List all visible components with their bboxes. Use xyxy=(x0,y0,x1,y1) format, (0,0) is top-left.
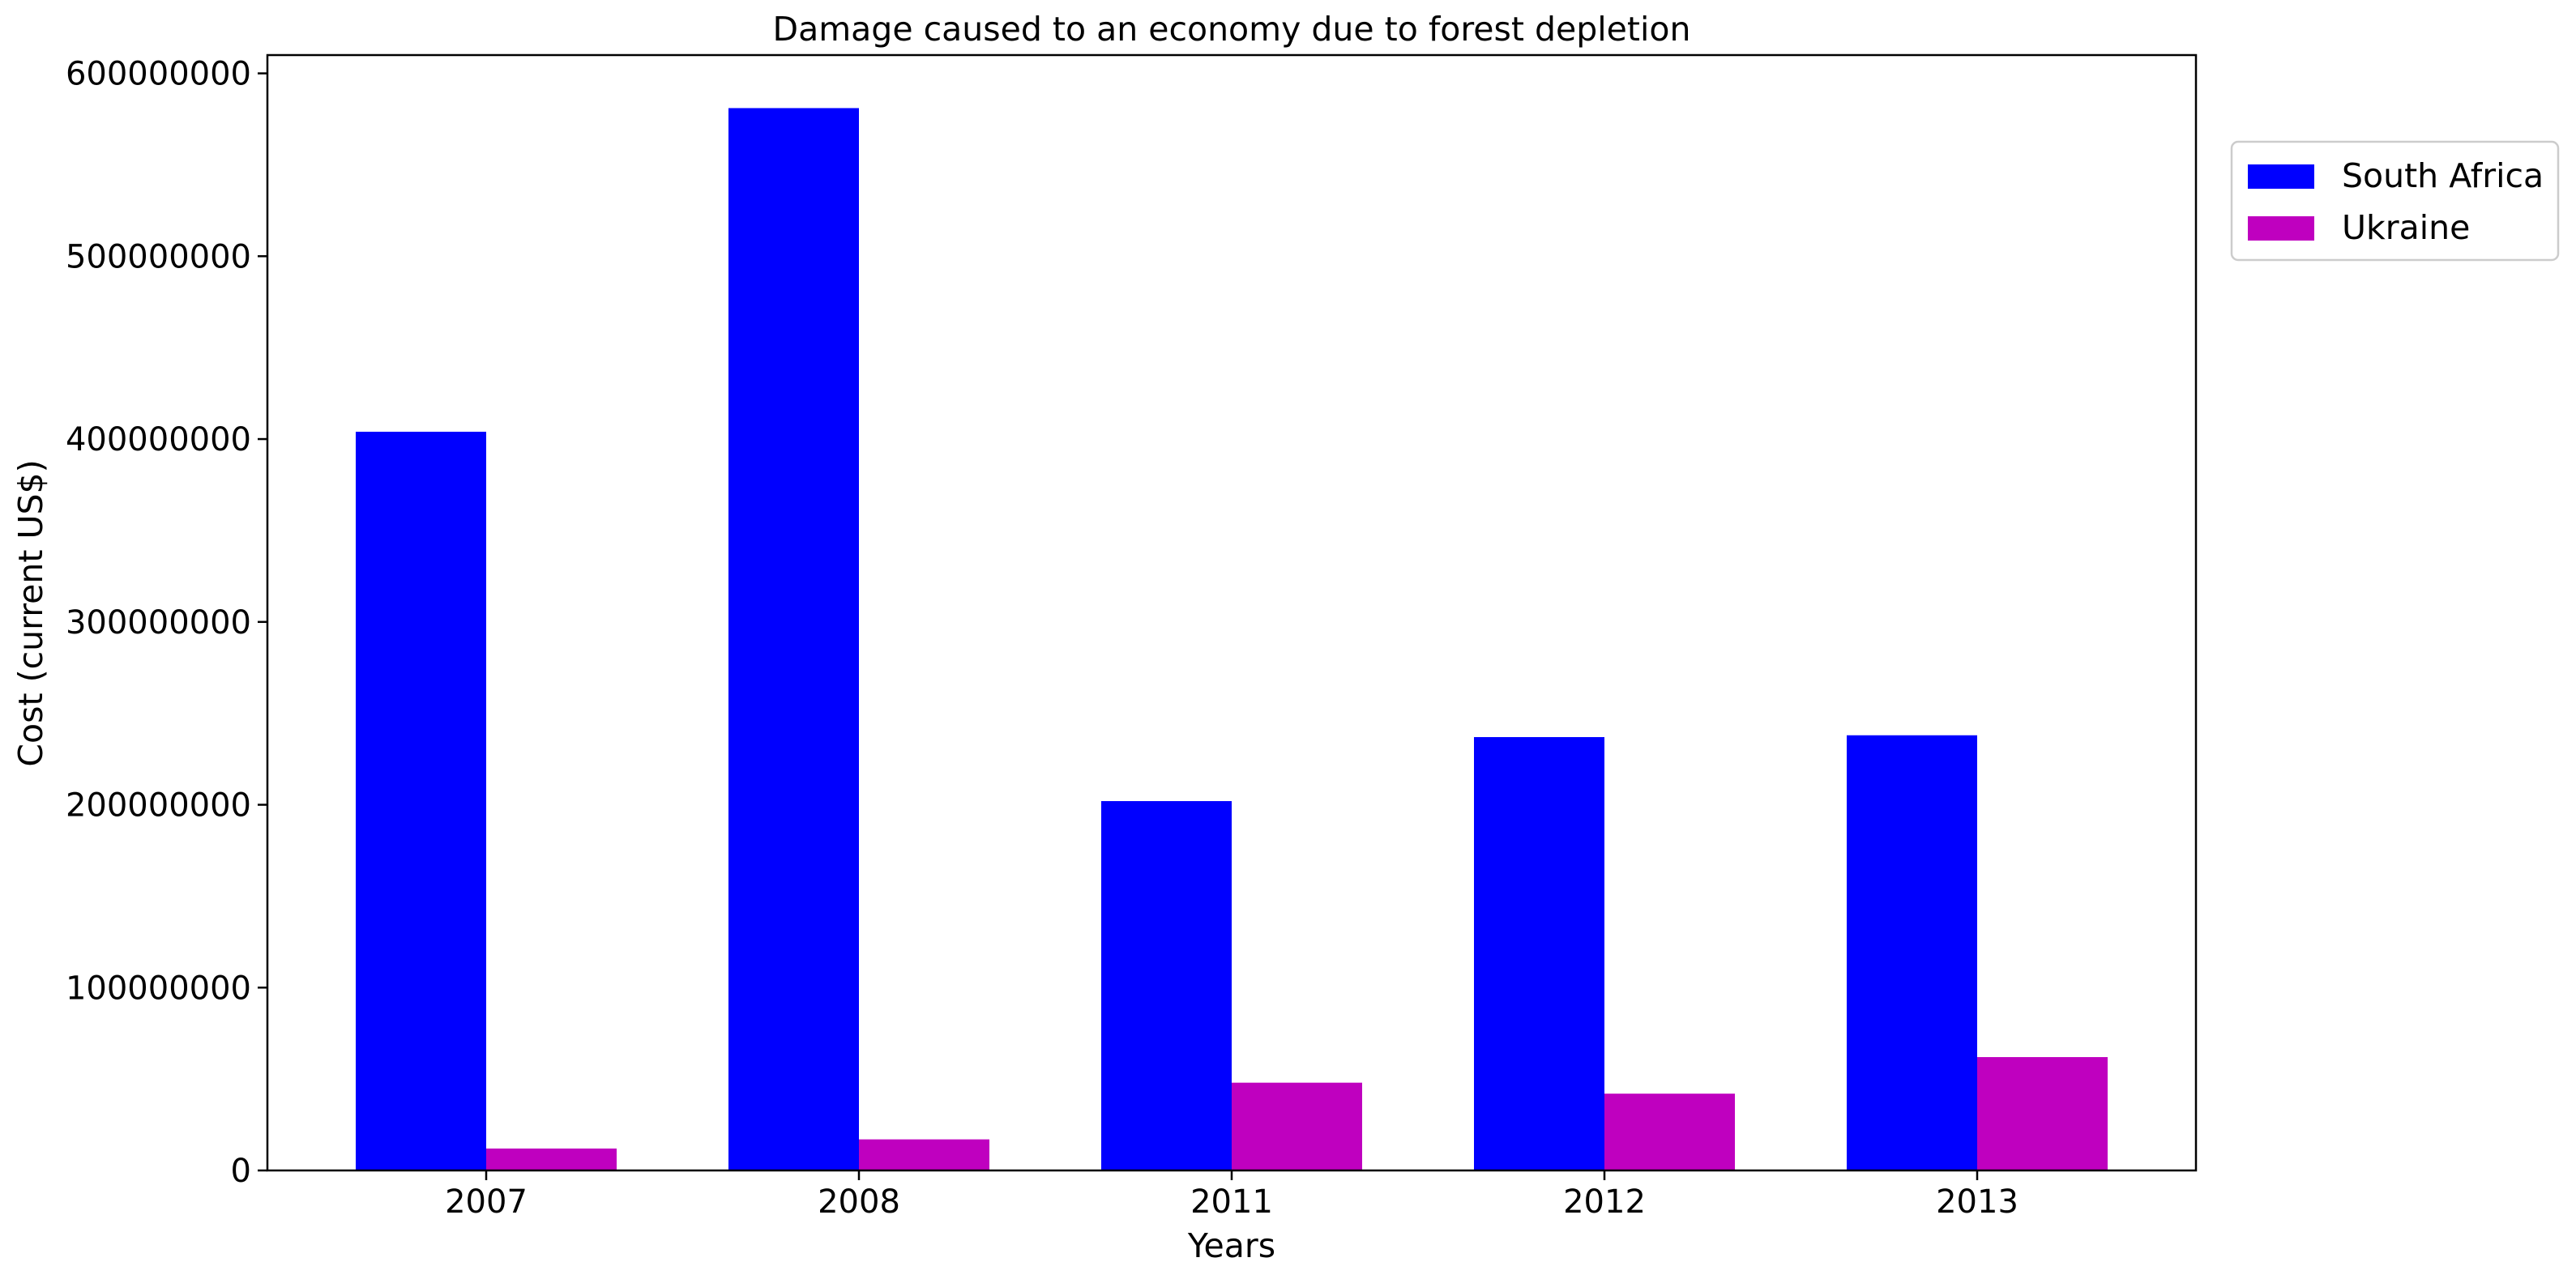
bar-ukraine-2013 xyxy=(1977,1057,2108,1170)
y-axis: 0 100000000 200000000 300000000 400000000 500… xyxy=(66,56,267,1190)
bar-south-africa-2013 xyxy=(1847,735,1977,1170)
legend-swatch xyxy=(2248,164,2314,189)
x-tick-label: 2008 xyxy=(818,1183,900,1221)
x-axis: 2007 2008 2011 2012 2013 xyxy=(445,1170,2019,1221)
bar-ukraine-2011 xyxy=(1232,1082,1362,1170)
legend-swatch xyxy=(2248,216,2314,241)
plot-frame xyxy=(266,53,2198,1172)
bar-ukraine-2007 xyxy=(486,1148,617,1170)
legend: South Africa Ukraine xyxy=(2230,140,2560,262)
y-tick-label: 500000000 xyxy=(66,238,251,275)
bar-ukraine-2012 xyxy=(1604,1094,1735,1170)
x-tick-label: 2007 xyxy=(445,1183,528,1221)
x-tick-label: 2011 xyxy=(1190,1183,1273,1221)
x-tick-label: 2012 xyxy=(1563,1183,1646,1221)
bar-south-africa-2007 xyxy=(356,432,486,1170)
y-tick-label: 100000000 xyxy=(66,970,251,1007)
legend-label: South Africa xyxy=(2342,156,2544,195)
y-tick-label: 300000000 xyxy=(66,604,251,642)
bar-south-africa-2012 xyxy=(1474,737,1604,1170)
bar-south-africa-2008 xyxy=(728,108,859,1171)
legend-label: Ukraine xyxy=(2342,208,2470,247)
bar-south-africa-2011 xyxy=(1101,801,1232,1170)
y-tick-label: 400000000 xyxy=(66,421,251,458)
bar-ukraine-2008 xyxy=(859,1139,989,1170)
y-tick-label: 0 xyxy=(231,1153,251,1190)
x-tick-label: 2013 xyxy=(1936,1183,2019,1221)
x-axis-label: Years xyxy=(1187,1226,1275,1265)
chart-title: Damage caused to an economy due to fores… xyxy=(773,10,1691,49)
y-tick-label: 200000000 xyxy=(66,787,251,825)
y-axis-label: Cost (current US$) xyxy=(11,459,50,766)
y-tick-label: 600000000 xyxy=(66,56,251,93)
bars-group xyxy=(356,108,2108,1171)
